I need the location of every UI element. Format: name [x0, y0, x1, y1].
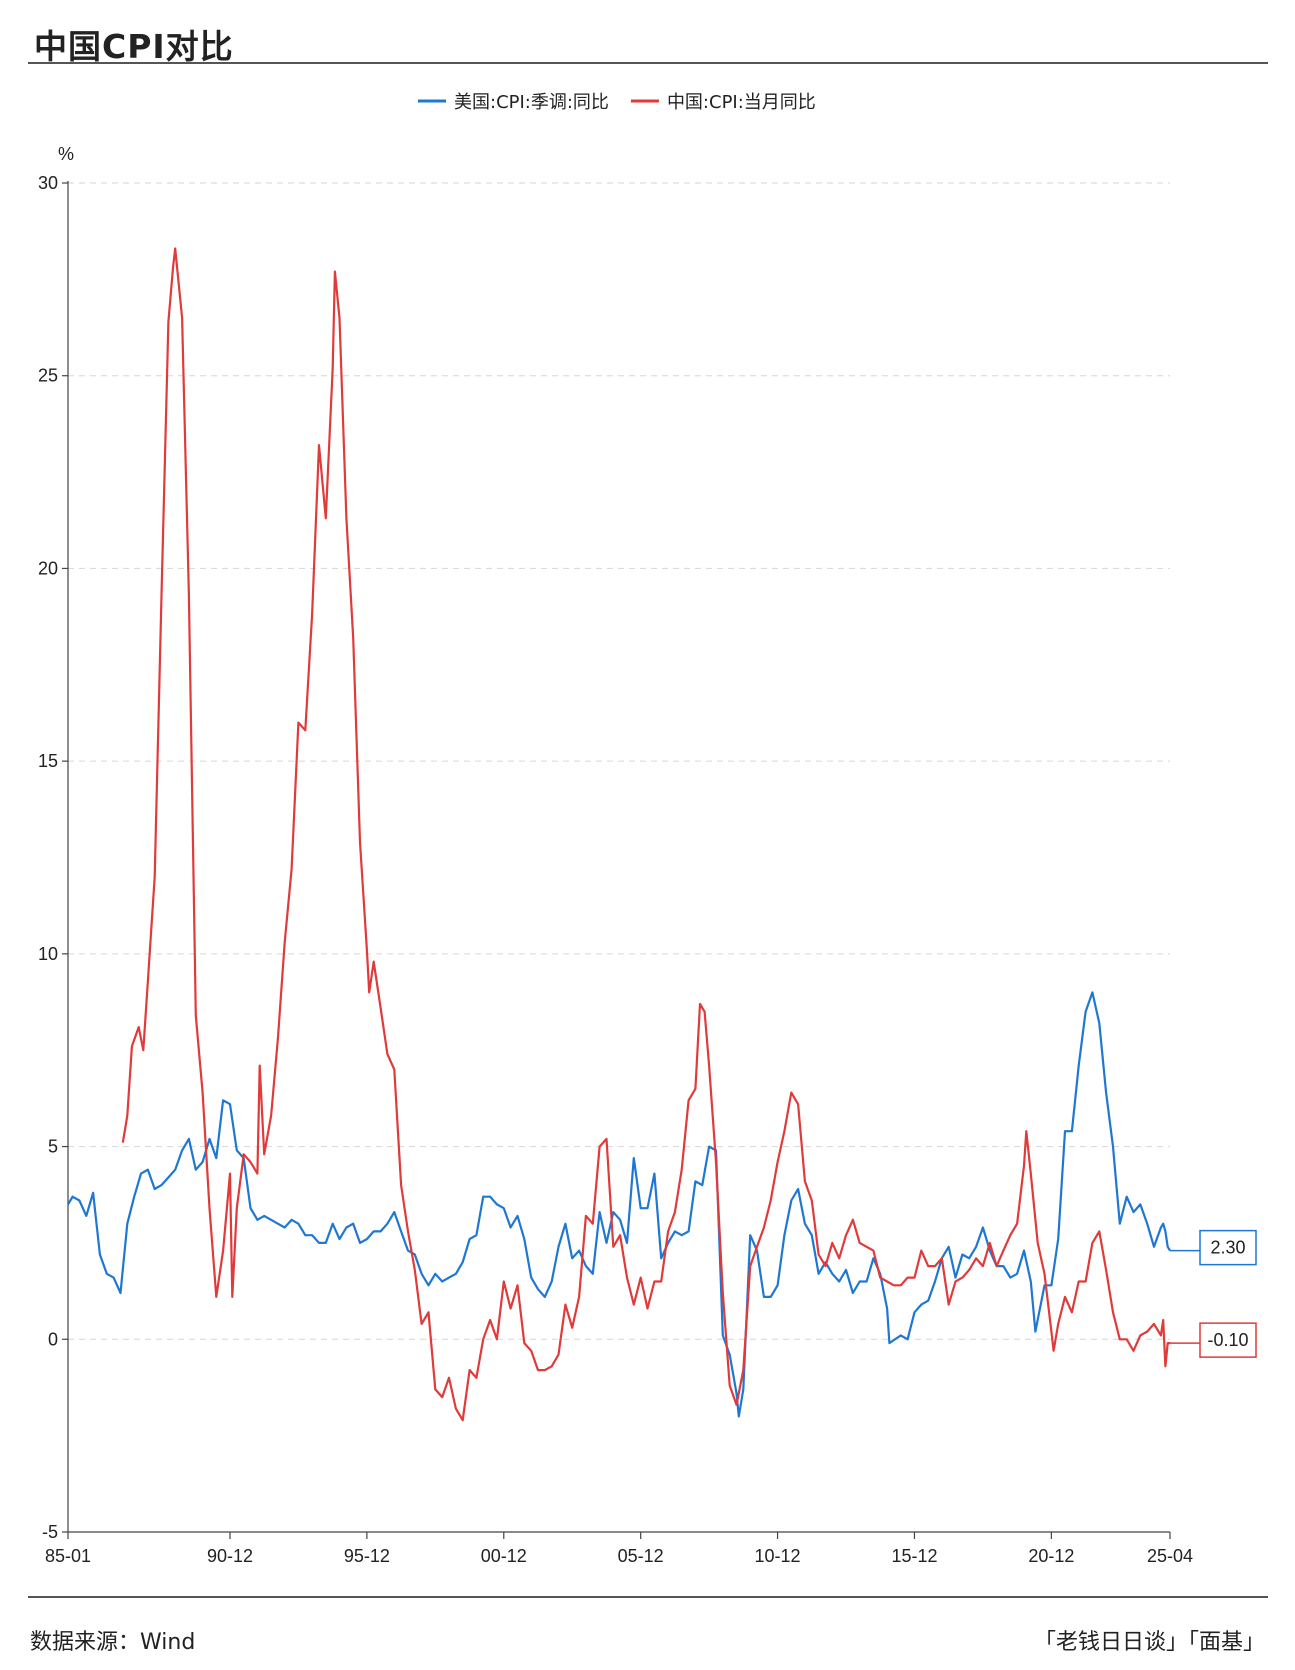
- y-tick-label: 10: [38, 944, 58, 964]
- x-tick-label: 85-01: [45, 1546, 91, 1566]
- y-tick-label: 0: [48, 1329, 58, 1349]
- series-line-china-cpi: [121, 247, 1170, 1422]
- x-tick-label: 20-12: [1028, 1546, 1074, 1566]
- end-label-us-cpi: 2.30: [1170, 1229, 1257, 1266]
- series-lines: [67, 247, 1171, 1422]
- page-title: 中国CPI对比: [34, 27, 234, 66]
- x-tick-label: 10-12: [755, 1546, 801, 1566]
- y-tick-label: -5: [42, 1522, 58, 1542]
- y-tick-label: 15: [38, 751, 58, 771]
- chart-legend: 美国:CPI:季调:同比 中国:CPI:当月同比: [418, 92, 816, 113]
- credit-note: 「老钱日日谈」「面基」: [1033, 1630, 1265, 1655]
- x-tick-label: 25-04: [1147, 1546, 1193, 1566]
- footer-divider: [28, 1596, 1268, 1598]
- data-source-note: 数据来源：Wind: [30, 1630, 196, 1655]
- y-tick-label: 25: [38, 366, 58, 386]
- x-tick-label: 90-12: [207, 1546, 253, 1566]
- x-tick-label: 00-12: [481, 1546, 527, 1566]
- end-label-box: [1170, 1229, 1257, 1266]
- legend-label: 美国:CPI:季调:同比: [454, 92, 609, 113]
- y-tick-label: 30: [38, 173, 58, 193]
- end-value-labels: 2.30 -0.10: [1170, 1229, 1257, 1358]
- legend-label: 中国:CPI:当月同比: [667, 92, 816, 113]
- end-label-china-cpi: -0.10: [1170, 1322, 1257, 1358]
- end-label-value: 2.30: [1210, 1238, 1245, 1258]
- x-tick-label: 15-12: [891, 1546, 937, 1566]
- legend-item-us-cpi: 美国:CPI:季调:同比: [418, 92, 609, 113]
- y-tick-label: 20: [38, 558, 58, 578]
- grid-lines: [68, 182, 1170, 1340]
- end-label-box: [1170, 1322, 1257, 1358]
- x-axis-ticks: 85-01 90-12 95-12 00-12 05-12 10-12 15-12 20-12…: [45, 1532, 1193, 1566]
- y-axis-ticks: -5 0 5 10 15 20 25 30: [38, 173, 68, 1542]
- title-divider: [28, 62, 1268, 64]
- y-axis-unit-label: %: [58, 144, 74, 164]
- x-tick-label: 95-12: [344, 1546, 390, 1566]
- series-line-us-cpi: [67, 991, 1171, 1418]
- axes: [67, 181, 1170, 1533]
- legend-item-china-cpi: 中国:CPI:当月同比: [630, 92, 816, 113]
- x-tick-label: 05-12: [618, 1546, 664, 1566]
- y-tick-label: 5: [48, 1137, 58, 1157]
- end-label-value: -0.10: [1207, 1330, 1248, 1350]
